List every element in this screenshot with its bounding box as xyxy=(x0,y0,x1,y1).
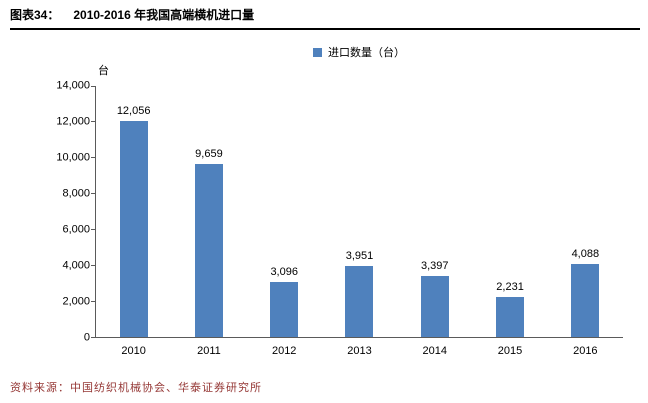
bar xyxy=(571,263,600,337)
legend-swatch-icon xyxy=(313,47,322,57)
y-axis-unit-label: 台 xyxy=(98,65,109,77)
bar-value-label: 3,951 xyxy=(345,250,374,263)
y-tick-mark xyxy=(91,264,96,266)
y-tick-label: 14,000 xyxy=(56,79,90,92)
x-axis-label: 2013 xyxy=(347,345,372,357)
y-tick-label: 10,000 xyxy=(56,151,90,164)
bar-value-label: 2,231 xyxy=(496,281,524,294)
y-tick-mark xyxy=(91,157,96,159)
bar-column: 4,088 2016 xyxy=(548,86,623,357)
bar-column: 12,056 2010 xyxy=(96,86,171,357)
bar xyxy=(496,297,525,337)
bar-value-label: 3,397 xyxy=(421,260,449,273)
y-tick-mark xyxy=(91,300,96,302)
y-tick-mark xyxy=(91,85,96,87)
y-tick-label: 8,000 xyxy=(62,187,90,200)
y-tick-mark xyxy=(91,193,96,195)
bar-value-label: 12,056 xyxy=(116,104,151,117)
bar-value-label: 3,096 xyxy=(270,265,298,278)
y-tick-label: 2,000 xyxy=(62,295,90,308)
bar-column: 3,096 2012 xyxy=(247,86,322,357)
bar xyxy=(119,120,148,337)
bar-column: 3,397 2014 xyxy=(397,86,472,357)
figure-title: 2010-2016 年我国高端横机进口量 xyxy=(73,8,255,22)
figure-header: 图表34： 2010-2016 年我国高端横机进口量 xyxy=(10,6,640,30)
x-axis-label: 2011 xyxy=(197,345,221,357)
y-tick-label: 12,000 xyxy=(56,115,90,128)
bar xyxy=(270,281,299,337)
y-tick-label: 4,000 xyxy=(62,259,90,272)
bar xyxy=(345,266,374,337)
source-note: 资料来源：中国纺织机械协会、华泰证券研究所 xyxy=(10,382,262,394)
x-axis-label: 2010 xyxy=(121,345,146,357)
bar-value-label: 4,088 xyxy=(571,247,600,260)
y-axis: 0 2,000 4,000 6,000 8,000 10,000 12,000 14,000 xyxy=(0,80,90,343)
plot-area: 12,056 2010 9,659 2011 3,096 2012 3,951 2013 3,3… xyxy=(91,85,623,357)
y-tick-mark xyxy=(91,228,96,230)
bar-value-label: 9,659 xyxy=(195,147,223,160)
y-tick-label: 0 xyxy=(83,331,90,344)
bar xyxy=(194,163,223,337)
y-tick-mark xyxy=(91,121,96,123)
x-axis-label: 2014 xyxy=(422,345,447,357)
bar-column: 3,951 2013 xyxy=(322,86,397,357)
chart-legend: 进口数量（台） xyxy=(95,44,623,60)
bar xyxy=(420,276,449,337)
figure-number: 图表34： xyxy=(10,8,60,22)
x-axis-label: 2012 xyxy=(271,345,297,357)
bar-column: 9,659 2011 xyxy=(171,86,246,357)
x-axis-label: 2016 xyxy=(573,345,598,357)
legend-label: 进口数量（台） xyxy=(328,47,405,59)
bar-series: 12,056 2010 9,659 2011 3,096 2012 3,951 2013 3,3… xyxy=(96,86,623,357)
y-tick-label: 6,000 xyxy=(62,223,90,236)
y-tick-mark xyxy=(91,336,96,338)
bar-column: 2,231 2015 xyxy=(472,86,547,357)
x-axis-label: 2015 xyxy=(497,345,523,357)
